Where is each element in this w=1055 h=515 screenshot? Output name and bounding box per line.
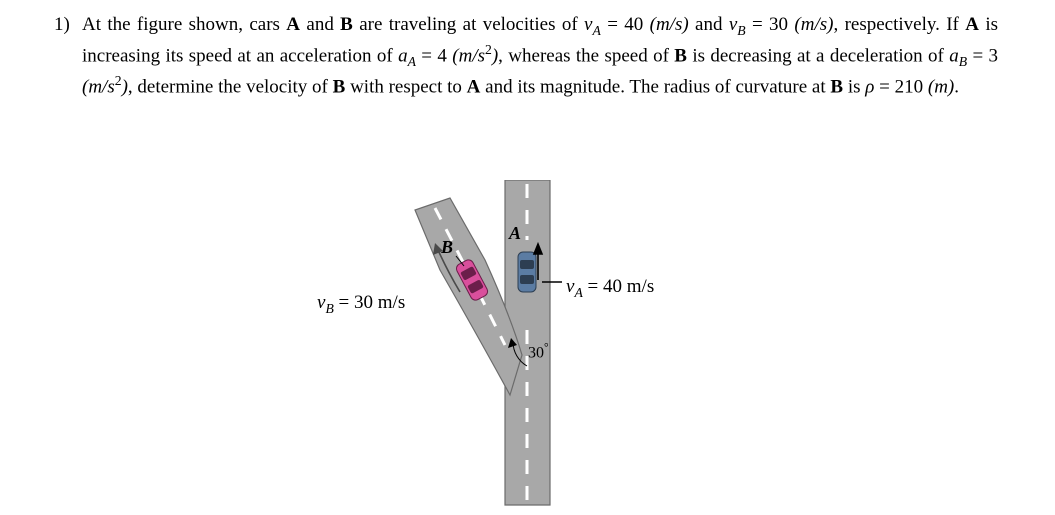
eq1: = <box>601 14 624 35</box>
angle-deg: ° <box>544 342 549 354</box>
label-car-b: B <box>441 237 453 258</box>
aA-sup: 2 <box>485 42 492 57</box>
figure: A B vA = 40 m/s vB = 30 m/s 30° <box>310 180 750 510</box>
eq3: = <box>416 45 437 66</box>
carA-bold: A <box>286 14 300 35</box>
vA-sub: A <box>592 23 600 38</box>
label-angle: 30° <box>528 342 549 362</box>
problem-number: 1) <box>54 12 70 38</box>
t2: and <box>300 14 340 35</box>
t7: , whereas the speed of <box>498 45 674 66</box>
t3: are traveling at velocities of <box>353 14 584 35</box>
vB-unit: (m/s) <box>794 14 833 35</box>
t4: and <box>689 14 729 35</box>
vb-rest: = 30 m/s <box>334 292 405 313</box>
t12: is <box>843 76 865 97</box>
aB-u1: (m/s <box>82 76 115 97</box>
car-a <box>518 252 536 292</box>
rho-unit: (m) <box>928 76 954 97</box>
aA-val: 4 <box>437 45 452 66</box>
t5: , respectively. If <box>833 14 965 35</box>
carB-bold3: B <box>333 76 346 97</box>
carB-bold4: B <box>830 76 843 97</box>
aB-val: 3 <box>989 45 999 66</box>
angle-val: 30 <box>528 344 544 361</box>
problem-body: At the figure shown, cars A and B are tr… <box>82 12 998 100</box>
carB-bold: B <box>340 14 353 35</box>
eq4: = <box>967 45 988 66</box>
label-car-a: A <box>509 223 521 244</box>
aB-sup: 2 <box>115 73 122 88</box>
va-rest: = 40 m/s <box>583 276 654 297</box>
t13: . <box>954 76 959 97</box>
aB-sym: a <box>949 45 959 66</box>
vB-val: 30 <box>769 14 794 35</box>
vA-unit: (m/s) <box>650 14 689 35</box>
va-sub: A <box>574 285 582 300</box>
eq2: = <box>746 14 769 35</box>
carA-bold2: A <box>965 14 979 35</box>
aA-sub: A <box>408 54 416 69</box>
aB-sub: B <box>959 54 967 69</box>
t9: , determine the velocity of <box>128 76 333 97</box>
carB-bold2: B <box>674 45 687 66</box>
t11: and its magnitude. The radius of curvatu… <box>480 76 830 97</box>
vb-sub: B <box>325 301 333 316</box>
eq5: = <box>874 76 894 97</box>
carA-bold3: A <box>467 76 481 97</box>
vA-val: 40 <box>624 14 649 35</box>
problem-statement: 1) At the figure shown, cars A and B are… <box>54 12 998 100</box>
vB-sub: B <box>737 23 745 38</box>
rho-val: 210 <box>895 76 928 97</box>
vB-sym: v <box>729 14 737 35</box>
label-va: vA = 40 m/s <box>566 276 654 301</box>
t8: is decreasing at a deceleration of <box>687 45 949 66</box>
label-vb: vB = 30 m/s <box>317 292 405 317</box>
t10: with respect to <box>345 76 466 97</box>
aA-u1: (m/s <box>452 45 485 66</box>
t1: At the figure shown, cars <box>82 14 286 35</box>
aA-sym: a <box>398 45 408 66</box>
